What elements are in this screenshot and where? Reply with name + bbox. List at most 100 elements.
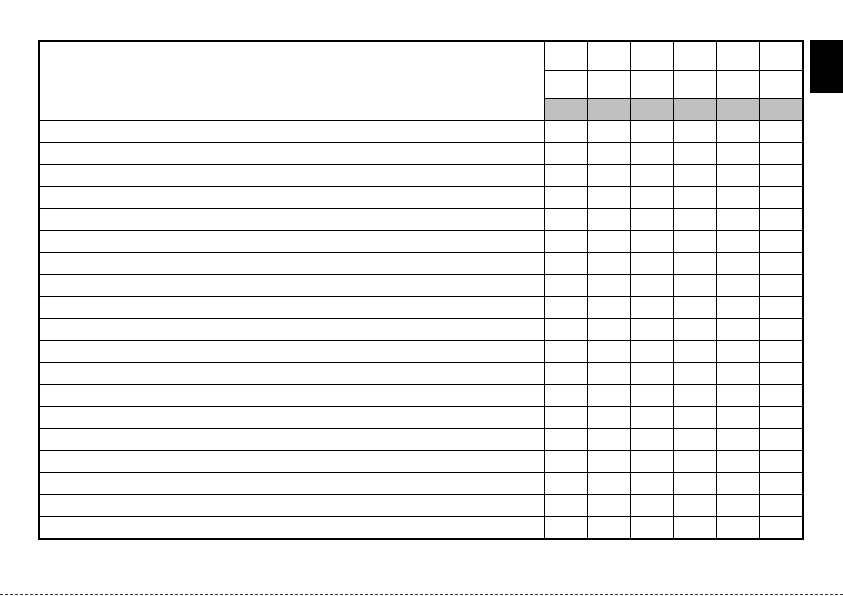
table-cell xyxy=(673,318,717,341)
table-cell xyxy=(544,230,588,253)
table-cell xyxy=(630,516,674,540)
table-row xyxy=(38,472,804,495)
table-row xyxy=(38,384,804,407)
table-cell xyxy=(673,406,717,429)
table-cell xyxy=(587,274,631,297)
table-cell xyxy=(544,472,588,495)
table-cell xyxy=(759,406,804,429)
table-cell xyxy=(673,450,717,473)
table-row xyxy=(38,142,804,165)
header-cell xyxy=(759,98,804,121)
row-label-cell xyxy=(38,472,545,495)
row-label-cell xyxy=(38,164,545,187)
table-cell xyxy=(587,406,631,429)
table-cell xyxy=(587,186,631,209)
table-cell xyxy=(716,450,760,473)
table-cell xyxy=(630,296,674,319)
row-label-cell xyxy=(38,230,545,253)
table-cell xyxy=(630,142,674,165)
table-cell xyxy=(716,164,760,187)
table-cell xyxy=(630,472,674,495)
table-row xyxy=(38,208,804,231)
table-cell xyxy=(673,340,717,363)
table-cell xyxy=(716,428,760,451)
table-cell xyxy=(587,120,631,143)
table-row xyxy=(38,164,804,187)
table-cell xyxy=(587,516,631,540)
table-cell xyxy=(759,296,804,319)
table-cell xyxy=(673,516,717,540)
table-row xyxy=(38,494,804,517)
row-label-cell xyxy=(38,428,545,451)
header-cell xyxy=(673,40,717,71)
table-cell xyxy=(630,186,674,209)
header-cell xyxy=(630,98,674,121)
table-cell xyxy=(716,516,760,540)
table-cell xyxy=(673,186,717,209)
table-cell xyxy=(544,384,588,407)
table-cell xyxy=(759,252,804,275)
table-cell xyxy=(587,252,631,275)
row-label-cell xyxy=(38,142,545,165)
table-cell xyxy=(759,450,804,473)
table-cell xyxy=(716,362,760,385)
table-cell xyxy=(759,384,804,407)
table-row xyxy=(38,450,804,473)
table-cell xyxy=(544,186,588,209)
header-cell xyxy=(587,70,631,99)
table-cell xyxy=(544,450,588,473)
table-cell xyxy=(673,274,717,297)
header-label-cell xyxy=(38,40,545,121)
header-cell xyxy=(587,98,631,121)
table-row xyxy=(38,340,804,363)
header-cell xyxy=(673,98,717,121)
table-cell xyxy=(759,516,804,540)
table-cell xyxy=(544,208,588,231)
table-cell xyxy=(587,384,631,407)
table-cell xyxy=(759,164,804,187)
row-label-cell xyxy=(38,208,545,231)
table-cell xyxy=(673,428,717,451)
table-cell xyxy=(716,296,760,319)
table-row xyxy=(38,406,804,429)
table-cell xyxy=(630,274,674,297)
table-cell xyxy=(587,494,631,517)
header-cell xyxy=(759,40,804,71)
header-cell xyxy=(759,70,804,99)
row-label-cell xyxy=(38,406,545,429)
table-row xyxy=(38,362,804,385)
table-cell xyxy=(587,230,631,253)
table-cell xyxy=(544,516,588,540)
row-label-cell xyxy=(38,516,545,540)
table-cell xyxy=(759,120,804,143)
table-cell xyxy=(759,208,804,231)
table-cell xyxy=(587,362,631,385)
header-cell xyxy=(630,40,674,71)
table-cell xyxy=(759,186,804,209)
table-cell xyxy=(759,230,804,253)
table-cell xyxy=(587,208,631,231)
table-cell xyxy=(544,296,588,319)
table-row xyxy=(38,516,804,540)
table-cell xyxy=(630,340,674,363)
header-cell xyxy=(544,98,588,121)
table-row xyxy=(38,428,804,451)
table-cell xyxy=(544,120,588,143)
header-cell xyxy=(716,98,760,121)
side-section-tab xyxy=(810,40,843,93)
table-cell xyxy=(716,230,760,253)
row-label-cell xyxy=(38,186,545,209)
table-cell xyxy=(716,186,760,209)
row-label-cell xyxy=(38,384,545,407)
table-cell xyxy=(673,142,717,165)
table-cell xyxy=(587,164,631,187)
table-cell xyxy=(544,318,588,341)
table-cell xyxy=(716,274,760,297)
table-cell xyxy=(759,274,804,297)
table-cell xyxy=(544,428,588,451)
table-cell xyxy=(630,164,674,187)
table-cell xyxy=(759,318,804,341)
table-cell xyxy=(544,340,588,363)
table-cell xyxy=(673,384,717,407)
row-label-cell xyxy=(38,252,545,275)
